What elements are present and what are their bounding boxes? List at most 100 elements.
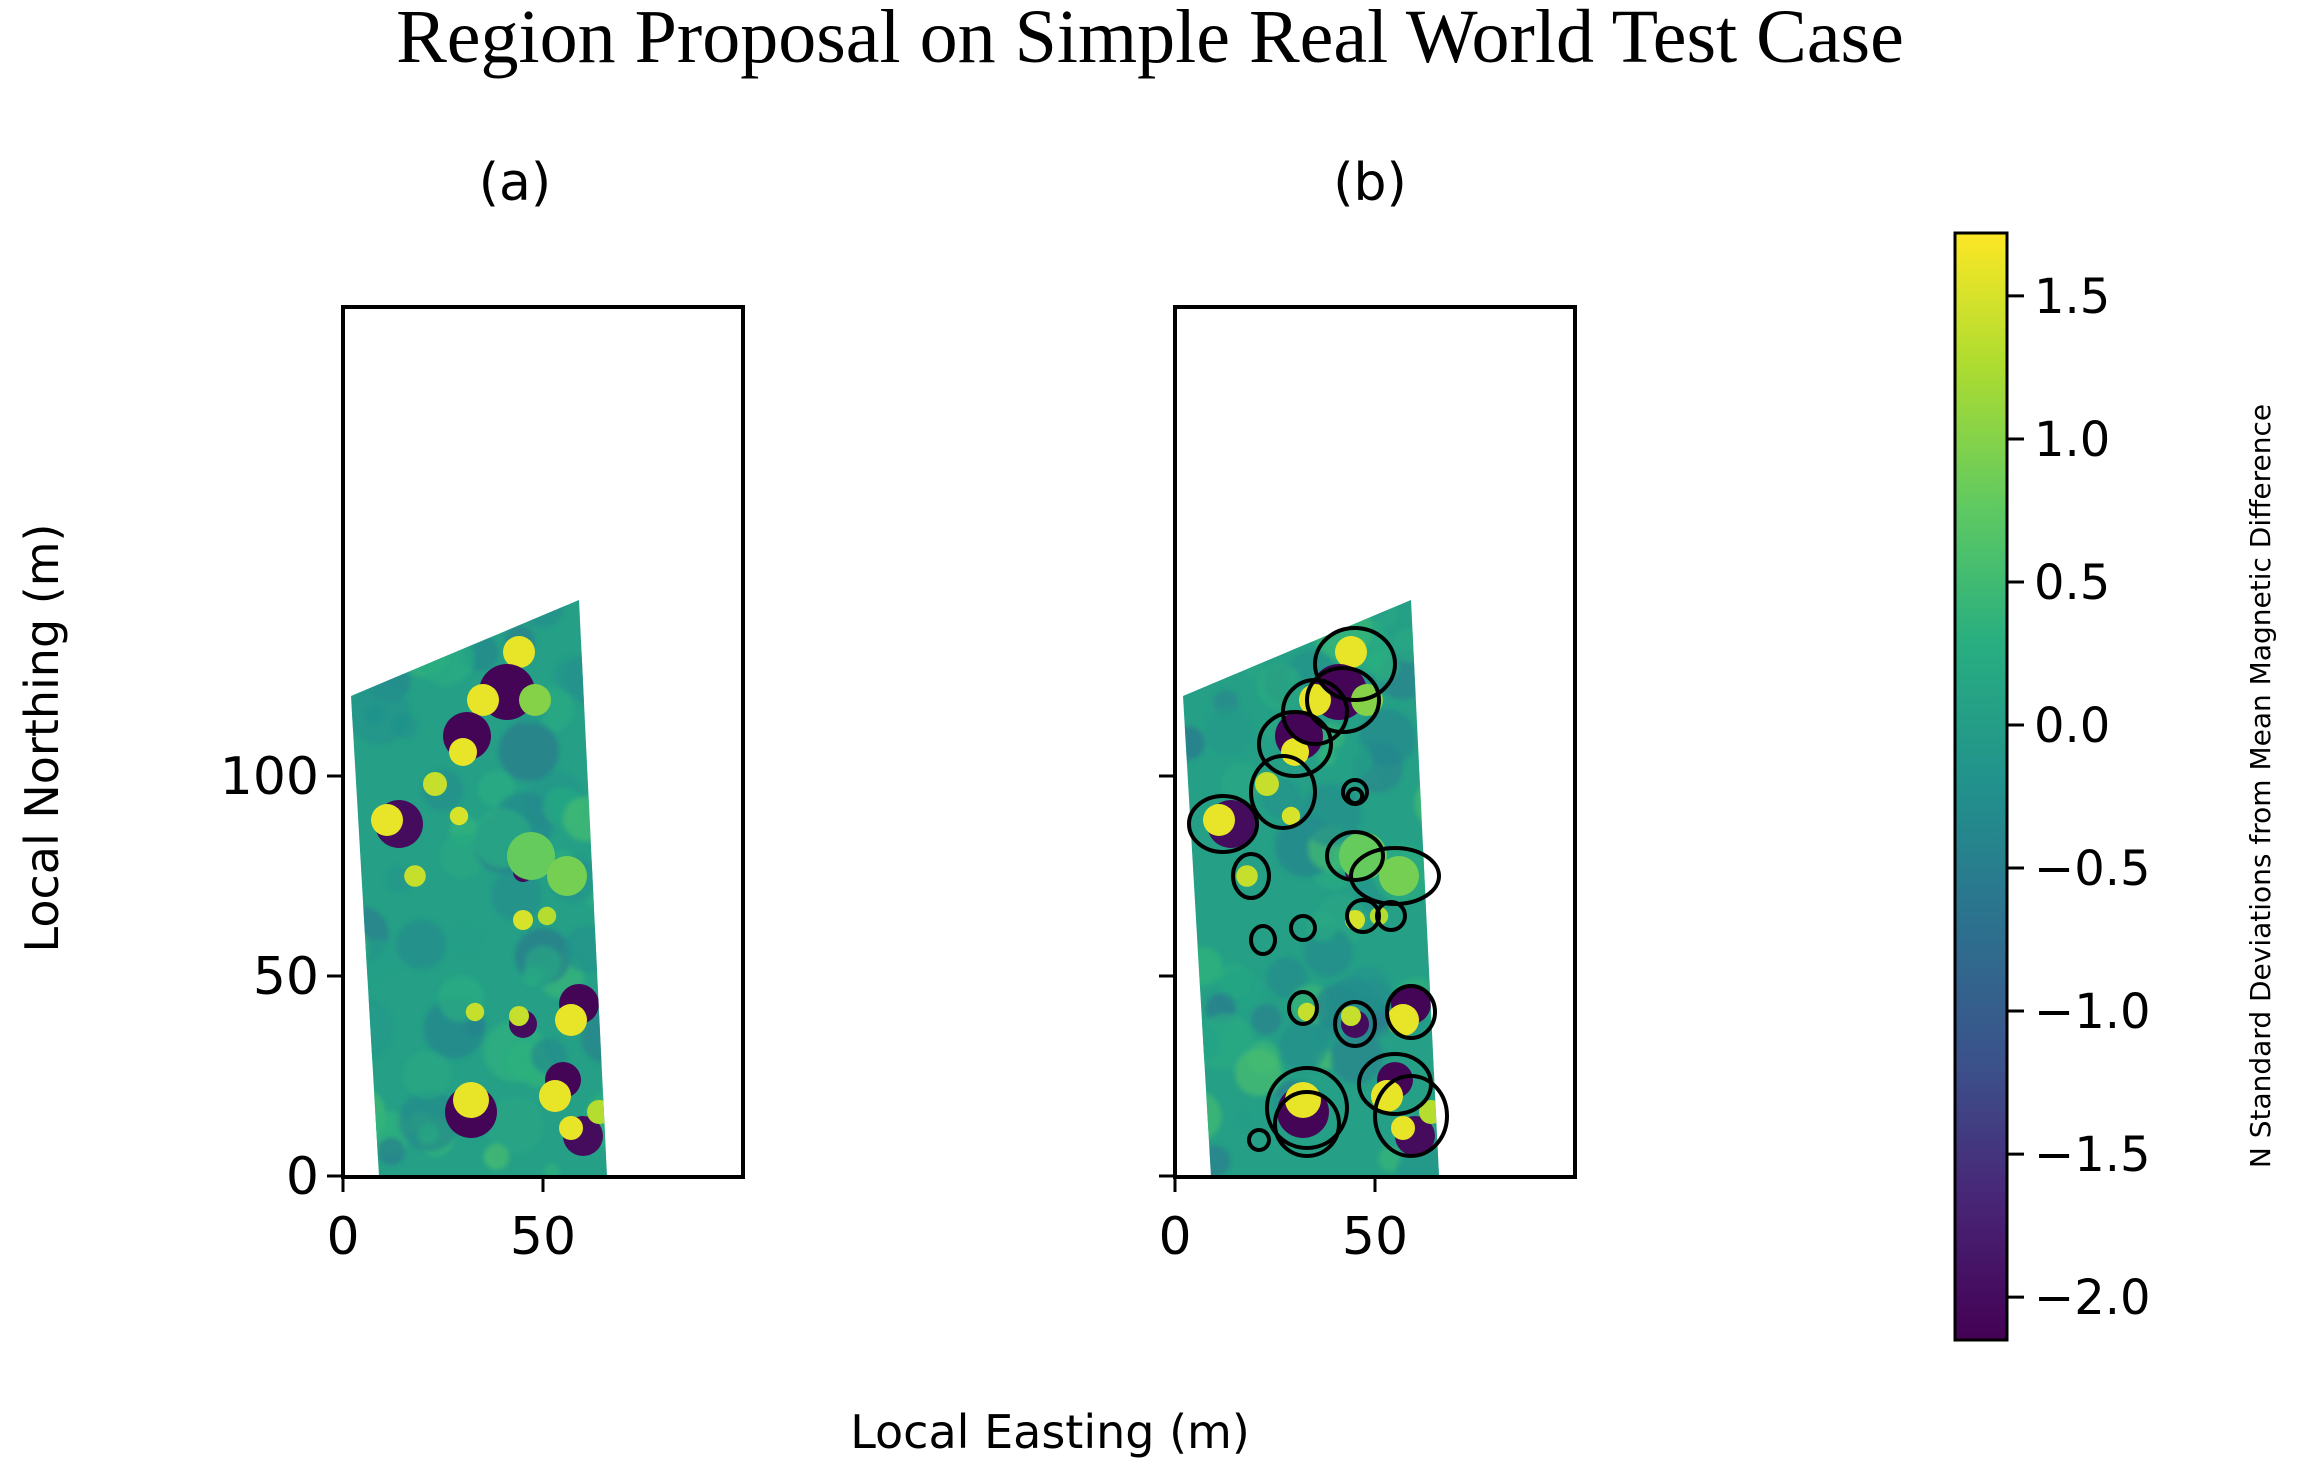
region-proposal-ellipse	[1265, 1066, 1349, 1150]
anomaly-blob	[1255, 772, 1279, 796]
x-tick-label: 50	[1342, 1207, 1408, 1267]
anomaly-blob	[537, 906, 557, 926]
anomaly-blob	[1379, 856, 1419, 896]
anomaly-blob	[453, 1082, 489, 1118]
texture-blob	[1359, 709, 1416, 767]
panel-a-label: (a)	[479, 153, 551, 213]
region-proposal-ellipse	[1345, 786, 1365, 806]
colorbar-tick-label: −1.0	[2034, 984, 2151, 1040]
region-proposal-ellipse	[1385, 984, 1437, 1040]
anomaly-blob	[465, 1002, 485, 1022]
figure-title: Region Proposal on Simple Real World Tes…	[396, 0, 1904, 79]
region-proposal-ellipse	[1247, 1128, 1271, 1152]
texture-blob	[418, 630, 475, 686]
region-proposal-ellipse	[1287, 990, 1319, 1026]
anomaly-blob	[1387, 1004, 1419, 1036]
anomaly-blob	[513, 910, 533, 930]
anomaly-blob	[519, 684, 551, 716]
anomaly-blob	[1203, 804, 1235, 836]
anomaly-blob	[449, 806, 469, 826]
anomaly-blob	[1335, 636, 1367, 668]
region-proposal-ellipse	[1187, 794, 1259, 854]
texture-blob	[1186, 1050, 1206, 1070]
x-tick-label: 0	[1158, 1207, 1191, 1267]
y-axis-label: Local Northing (m)	[15, 524, 69, 953]
heatmap-field-a	[351, 600, 607, 1176]
colorbar-gradient	[1955, 233, 2007, 1340]
texture-blob	[1278, 1020, 1329, 1071]
region-proposal-ellipse	[1249, 754, 1317, 830]
texture-blob	[1369, 600, 1387, 618]
x-tick-label: 50	[510, 1207, 576, 1267]
anomaly-blob	[1341, 1006, 1361, 1026]
anomaly-blob	[423, 772, 447, 796]
anomaly-blob	[1391, 1116, 1415, 1140]
texture-blob	[1234, 609, 1278, 653]
anomaly-blob	[1371, 1080, 1403, 1112]
texture-blob	[1183, 726, 1205, 760]
texture-blob	[1396, 1144, 1439, 1176]
panel-b: (b) 0 50	[1158, 153, 1577, 1267]
anomalies	[371, 636, 607, 1156]
anomaly-blob	[1285, 1082, 1321, 1118]
x-axis-label: Local Easting (m)	[850, 1405, 1250, 1459]
region-proposal-ellipse	[1375, 900, 1407, 932]
texture-blob	[1234, 1048, 1283, 1097]
texture-blob	[1183, 946, 1223, 986]
texture-blob	[351, 600, 370, 621]
texture-blob	[416, 600, 436, 605]
texture-blob	[403, 1051, 452, 1100]
texture-blob	[1198, 1145, 1231, 1176]
anomaly-blob	[1281, 806, 1301, 826]
texture-blob	[563, 925, 607, 973]
texture-blob	[418, 1123, 440, 1145]
texture-blob	[1334, 741, 1374, 780]
texture-blob	[490, 869, 543, 922]
texture-blob	[1257, 663, 1304, 710]
texture-blob	[524, 945, 562, 983]
texture-blob	[1228, 613, 1279, 664]
texture-blob	[1183, 600, 1239, 651]
texture-blob	[377, 1137, 406, 1166]
texture-blob	[1196, 1013, 1254, 1071]
y-tick-label: 100	[220, 747, 319, 807]
region-proposal-ellipse	[1273, 1090, 1341, 1158]
texture-blob	[604, 600, 607, 617]
texture-blob	[443, 600, 491, 648]
anomaly-blob	[503, 636, 535, 668]
y-tick-label: 0	[286, 1147, 319, 1207]
region-proposal-ellipse	[1333, 1000, 1377, 1048]
panel-a: (a) 0 50 0 50 100	[220, 153, 745, 1267]
region-proposal-ellipse	[1313, 626, 1397, 702]
colorbar: 1.5 1.0 0.5 0.0 −0.5 −1.0 −1.5 −2.0 N Standard …	[1953, 231, 2277, 1342]
panel-b-label: (b)	[1333, 153, 1407, 213]
anomaly-blob	[547, 856, 587, 896]
texture-blob	[351, 925, 370, 973]
colorbar-ticks: 1.5 1.0 0.5 0.0 −0.5 −1.0 −1.5 −2.0	[2007, 269, 2151, 1326]
texture-blob	[498, 720, 559, 782]
colorbar-tick-label: −1.5	[2034, 1127, 2151, 1183]
heatmap-a	[351, 600, 607, 1176]
anomaly-blob	[404, 865, 426, 887]
region-proposals	[1187, 626, 1449, 1158]
texture-blob	[521, 600, 565, 629]
texture-blob	[486, 1096, 544, 1154]
region-proposal-ellipse	[1325, 830, 1385, 882]
texture-blob	[483, 1144, 510, 1170]
anomaly-blob	[539, 1080, 571, 1112]
anomaly-blob	[467, 684, 499, 716]
region-proposal-ellipse	[1305, 666, 1381, 734]
anomaly-blob	[587, 1100, 607, 1124]
colorbar-tick-label: 0.5	[2034, 555, 2110, 611]
texture-blob	[599, 727, 607, 746]
region-proposal-ellipse	[1373, 1074, 1449, 1158]
texture-blob	[1251, 1004, 1282, 1035]
texture-blob	[351, 998, 394, 1061]
colorbar-label: N Standard Deviations from Mean Magnetic…	[2244, 404, 2277, 1168]
ticks-a: 0 50 0 50 100	[220, 747, 576, 1267]
region-proposal-ellipse	[1257, 710, 1333, 778]
texture-blob	[563, 796, 607, 842]
texture-blob	[1415, 600, 1439, 617]
colorbar-frame	[1953, 231, 2009, 1342]
